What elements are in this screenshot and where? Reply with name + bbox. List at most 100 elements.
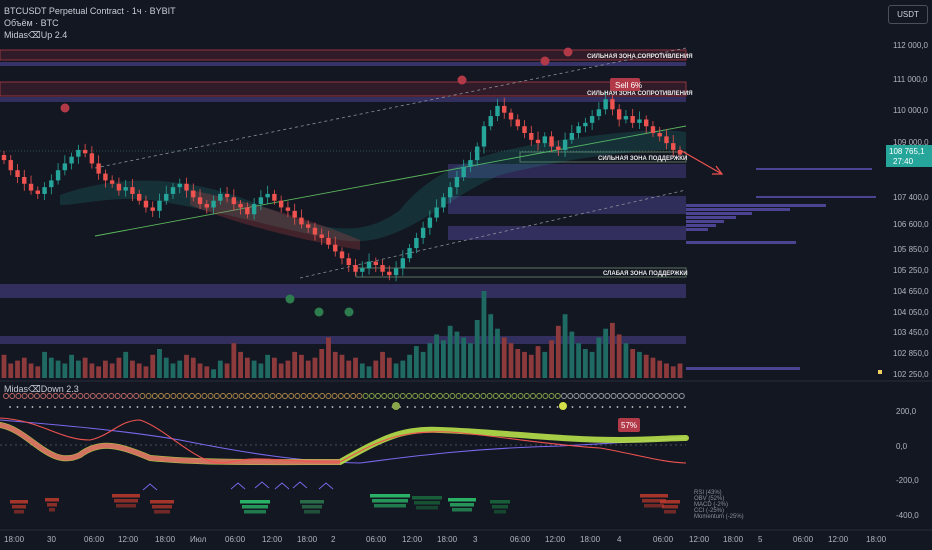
candle xyxy=(603,99,608,110)
osc-dot xyxy=(251,393,257,399)
osc-dot xyxy=(306,393,313,399)
volume-bar xyxy=(285,360,291,378)
price-tick-label: 107 400,0 xyxy=(893,193,929,202)
volume-bar xyxy=(461,337,467,378)
osc-dot xyxy=(530,393,536,399)
side-note: Momentum (-25%) xyxy=(694,514,744,520)
candle xyxy=(502,105,507,113)
osc-small-dot xyxy=(609,406,611,408)
osc-small-dot xyxy=(654,406,656,408)
osc-dot xyxy=(573,393,580,399)
osc-dot xyxy=(660,393,667,399)
osc-dot xyxy=(313,393,319,399)
osc-dot xyxy=(83,393,90,399)
volume-bar xyxy=(184,354,189,378)
osc-dot xyxy=(418,393,425,399)
osc-dot xyxy=(133,393,140,399)
volume-bar xyxy=(488,314,494,378)
volume-bar xyxy=(596,337,602,378)
side-note: CCI (-25%) xyxy=(694,508,725,514)
volume-bar xyxy=(69,354,74,378)
osc-dot xyxy=(145,393,152,399)
osc-dot xyxy=(213,393,220,399)
osc-small-dot xyxy=(534,406,536,408)
candle xyxy=(569,133,575,140)
candle xyxy=(197,197,203,205)
heat-block xyxy=(642,499,666,503)
osc-tick-label: 200,0 xyxy=(896,407,917,416)
osc-dot xyxy=(511,393,518,399)
candle xyxy=(556,146,561,150)
osc-small-dot xyxy=(301,406,304,408)
marker xyxy=(878,370,882,374)
signal-marker xyxy=(285,294,295,304)
osc-purple-line xyxy=(0,419,687,464)
osc-dot xyxy=(201,393,208,399)
osc-tick-label: 0,0 xyxy=(896,442,908,451)
osc-small-dot xyxy=(639,406,641,408)
osc-small-dot xyxy=(376,406,379,408)
osc-small-dot xyxy=(24,406,26,408)
candle xyxy=(461,166,466,177)
osc-dot xyxy=(517,393,524,399)
candle xyxy=(475,146,480,161)
price-tick-label: 105 850,0 xyxy=(893,245,929,254)
heat-block xyxy=(14,510,24,514)
time-tick-label: 5 xyxy=(758,535,763,544)
osc-small-dot xyxy=(571,406,574,408)
osc-small-dot xyxy=(256,406,259,408)
osc-triangle xyxy=(274,482,290,490)
osc-small-dot xyxy=(219,406,221,408)
osc-small-dot xyxy=(196,406,199,408)
volume-bar xyxy=(75,360,81,378)
candle xyxy=(481,126,487,147)
volume-bar xyxy=(468,343,473,378)
osc-dot xyxy=(461,393,468,399)
volume-profile-bar xyxy=(686,204,826,207)
heat-block xyxy=(242,505,268,509)
candle xyxy=(576,126,581,133)
candle xyxy=(299,217,304,225)
heat-block xyxy=(490,500,510,504)
osc-dot xyxy=(375,393,381,399)
volume-bar xyxy=(157,349,162,378)
osc-dot xyxy=(381,393,388,399)
osc-small-dot xyxy=(579,406,581,408)
volume-bar xyxy=(312,357,318,378)
candle xyxy=(292,210,297,218)
osc-dot xyxy=(89,393,96,399)
heat-block xyxy=(12,505,26,509)
volume-bar xyxy=(569,331,575,378)
heat-block xyxy=(49,508,55,512)
volume-bar xyxy=(616,334,622,378)
osc-dot xyxy=(164,393,171,399)
resistance-zone xyxy=(0,49,687,61)
osc-dot xyxy=(629,393,636,399)
volume-bar xyxy=(190,357,196,378)
volume-bar xyxy=(299,354,304,378)
currency-button[interactable]: USDT xyxy=(888,5,928,24)
osc-small-dot xyxy=(384,406,386,408)
osc-dot xyxy=(474,393,481,399)
volume-bar xyxy=(130,360,135,378)
sell-badge xyxy=(610,78,640,91)
osc-dot xyxy=(505,393,512,399)
heat-block xyxy=(370,494,410,498)
side-note: RSI (43%) xyxy=(694,490,722,496)
osc-small-dot xyxy=(61,406,64,408)
osc-dot xyxy=(623,393,629,399)
zone-label: СЛАБАЯ ЗОНА ПОДДЕРЖКИ xyxy=(603,271,688,277)
volume-profile-bar xyxy=(686,208,790,211)
purple-band xyxy=(448,226,686,240)
volume-bar xyxy=(319,349,325,378)
osc-small-dot xyxy=(234,406,236,408)
sub-indicator-label: Midas⌫Down 2.3 xyxy=(4,384,79,394)
volume-bar xyxy=(481,291,487,378)
volume-bar xyxy=(582,349,588,378)
volume-profile-bar xyxy=(686,220,724,223)
osc-dot xyxy=(592,393,598,399)
volume-bar xyxy=(623,343,629,378)
volume-bar xyxy=(136,363,142,378)
osc-small-dot xyxy=(129,406,131,408)
